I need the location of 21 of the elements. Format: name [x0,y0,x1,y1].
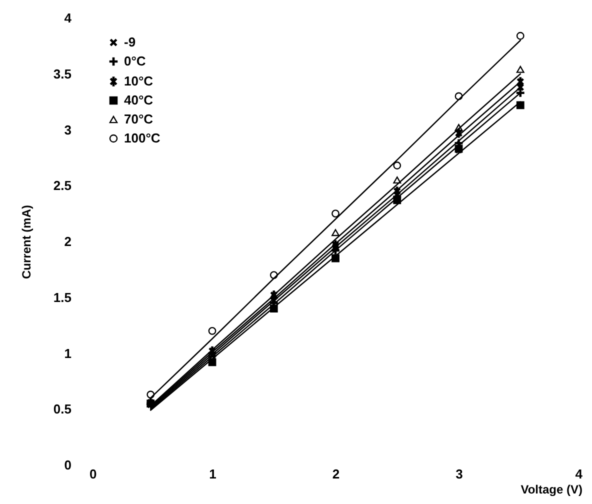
legend-label: 40°C [124,92,154,108]
y-tick-label: 4 [64,10,72,26]
y-tick-label: 1 [64,346,72,361]
legend-label: 10°C [124,74,154,88]
y-axis-title: Current (mA) [19,205,34,279]
x-tick-label: 0 [90,466,97,482]
x-tick-label: 2 [332,466,340,482]
legend-label: 100°C [124,130,161,146]
legend-label: 0°C [124,54,146,68]
y-tick-label: 2 [64,234,72,249]
x-tick-label: 1 [209,466,216,482]
y-tick-label: 2.5 [53,178,72,194]
legend-label: -9 [124,34,136,50]
x-tick-label: 3 [456,466,463,482]
x-axis-title: Voltage (V) [520,482,583,496]
legend-label: 70°C [124,112,154,126]
y-tick-label: 0.5 [53,402,72,417]
y-tick-label: 3 [64,122,72,138]
y-tick-label: 3.5 [53,66,72,82]
y-tick-label: 1.5 [53,290,72,305]
x-tick-label: 4 [575,466,584,482]
